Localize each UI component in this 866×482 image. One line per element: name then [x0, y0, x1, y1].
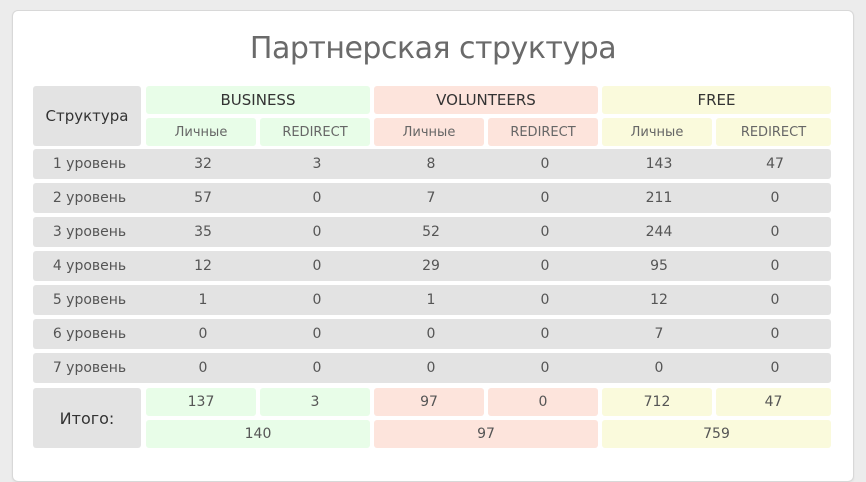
header-business: BUSINESS	[146, 86, 370, 114]
cell-volunteers-redirect: 0	[540, 190, 550, 206]
cell-business-personal: 32	[194, 156, 212, 172]
cell-volunteers-personal: 8	[426, 156, 436, 172]
cell-business-redirect: 0	[312, 224, 322, 240]
total-volunteers-redirect: 0	[488, 388, 598, 416]
table-row	[33, 285, 831, 315]
table-row	[33, 319, 831, 349]
cell-free-redirect: 47	[766, 156, 784, 172]
cell-free-personal: 0	[654, 360, 664, 376]
cell-volunteers-redirect: 0	[540, 292, 550, 308]
cell-volunteers-personal: 52	[422, 224, 440, 240]
table-row	[33, 353, 831, 383]
cell-business-redirect: 0	[312, 360, 322, 376]
group-total-business: 140	[146, 420, 370, 448]
header-business-redirect: REDIRECT	[260, 118, 370, 146]
header-volunteers-redirect: REDIRECT	[488, 118, 598, 146]
header-structure: Структура	[33, 86, 141, 146]
row-level-label: 3 уровень	[52, 224, 127, 240]
cell-free-redirect: 0	[770, 190, 780, 206]
cell-business-redirect: 0	[312, 326, 322, 342]
cell-business-personal: 0	[198, 360, 208, 376]
page-title: Партнерская структура	[249, 31, 617, 66]
cell-free-personal: 95	[650, 258, 668, 274]
cell-free-redirect: 0	[770, 326, 780, 342]
table-row	[33, 217, 831, 247]
cell-free-personal: 211	[645, 190, 673, 206]
cell-free-redirect: 0	[770, 292, 780, 308]
cell-volunteers-redirect: 0	[540, 360, 550, 376]
cell-volunteers-redirect: 0	[540, 326, 550, 342]
row-level-label: 6 уровень	[52, 326, 127, 342]
total-business-redirect: 3	[260, 388, 370, 416]
cell-business-personal: 35	[194, 224, 212, 240]
header-free: FREE	[602, 86, 831, 114]
group-total-free: 759	[602, 420, 831, 448]
cell-business-redirect: 0	[312, 190, 322, 206]
cell-business-personal: 12	[194, 258, 212, 274]
cell-volunteers-redirect: 0	[540, 258, 550, 274]
cell-free-personal: 244	[645, 224, 673, 240]
table-row	[33, 149, 831, 179]
cell-volunteers-personal: 7	[426, 190, 436, 206]
row-level-label: 1 уровень	[52, 156, 127, 172]
table-row	[33, 183, 831, 213]
cell-volunteers-personal: 0	[426, 326, 436, 342]
cell-free-personal: 143	[645, 156, 673, 172]
cell-volunteers-redirect: 0	[540, 156, 550, 172]
cell-free-redirect: 0	[770, 360, 780, 376]
total-free-personal: 712	[602, 388, 712, 416]
table-row	[33, 251, 831, 281]
cell-volunteers-personal: 1	[426, 292, 436, 308]
cell-business-redirect: 0	[312, 258, 322, 274]
row-level-label: 7 уровень	[52, 360, 127, 376]
header-volunteers: VOLUNTEERS	[374, 86, 598, 114]
cell-business-personal: 57	[194, 190, 212, 206]
cell-business-redirect: 0	[312, 292, 322, 308]
row-level-label: 2 уровень	[52, 190, 127, 206]
cell-free-personal: 12	[650, 292, 668, 308]
cell-volunteers-personal: 29	[422, 258, 440, 274]
totals-label: Итого:	[33, 388, 141, 448]
total-business-personal: 137	[146, 388, 256, 416]
total-free-redirect: 47	[716, 388, 831, 416]
cell-business-personal: 0	[198, 326, 208, 342]
cell-free-redirect: 0	[770, 258, 780, 274]
header-volunteers-personal: Личные	[374, 118, 484, 146]
cell-volunteers-personal: 0	[426, 360, 436, 376]
cell-business-personal: 1	[198, 292, 208, 308]
cell-volunteers-redirect: 0	[540, 224, 550, 240]
cell-free-redirect: 0	[770, 224, 780, 240]
header-free-personal: Личные	[602, 118, 712, 146]
group-total-volunteers: 97	[374, 420, 598, 448]
header-business-personal: Личные	[146, 118, 256, 146]
header-free-redirect: REDIRECT	[716, 118, 831, 146]
cell-free-personal: 7	[654, 326, 664, 342]
row-level-label: 4 уровень	[52, 258, 127, 274]
row-level-label: 5 уровень	[52, 292, 127, 308]
cell-business-redirect: 3	[312, 156, 322, 172]
total-volunteers-personal: 97	[374, 388, 484, 416]
